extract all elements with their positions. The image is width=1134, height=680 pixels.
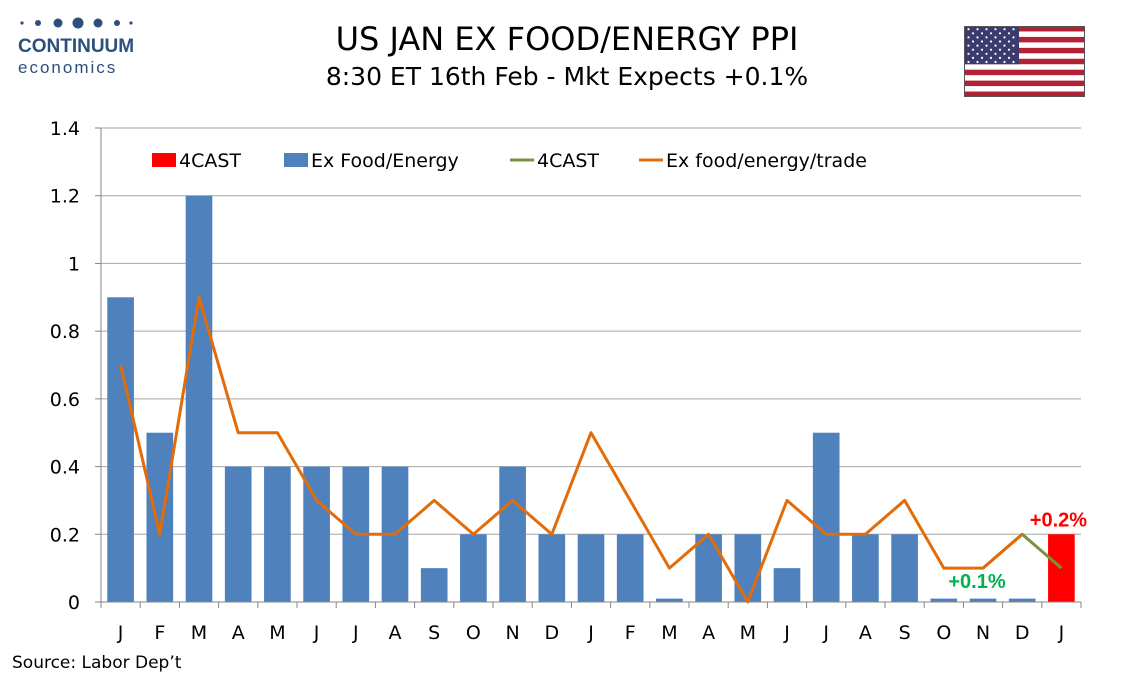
bar-ex-food-energy xyxy=(264,466,291,602)
x-tick-label: J xyxy=(1058,622,1065,644)
x-tick-label: M xyxy=(740,622,756,644)
bar-ex-food-energy xyxy=(656,598,683,602)
bar-ex-food-energy xyxy=(930,598,958,602)
x-tick-label: J xyxy=(587,622,594,644)
logo-sub: economics xyxy=(18,58,118,77)
bar-ex-food-energy xyxy=(812,432,840,602)
x-tick-label: J xyxy=(313,622,320,644)
y-tick-label: 0.4 xyxy=(50,457,80,479)
chart-title: US JAN EX FOOD/ENERGY PPI xyxy=(335,20,799,58)
x-tick-label: J xyxy=(822,622,829,644)
x-tick-label: A xyxy=(859,622,872,644)
x-tick-label: N xyxy=(976,622,990,644)
x-tick-label: F xyxy=(154,622,165,644)
legend-label: 4CAST xyxy=(537,150,599,172)
logo-name: CONTINUUM xyxy=(18,36,135,57)
x-tick-label: J xyxy=(783,622,790,644)
data-label: +0.1% xyxy=(948,571,1005,593)
bar-ex-food-energy xyxy=(773,568,801,602)
chart-subtitle: 8:30 ET 16th Feb - Mkt Expects +0.1% xyxy=(325,62,809,91)
x-tick-label: N xyxy=(505,622,519,644)
source-note: Source: Labor Dep’t xyxy=(12,653,182,673)
bar-4cast xyxy=(1048,534,1075,602)
bar-ex-food-energy xyxy=(577,534,605,602)
bar-ex-food-energy xyxy=(420,568,448,602)
x-tick-label: M xyxy=(191,622,207,644)
y-tick-label: 1.2 xyxy=(50,186,80,208)
x-tick-label: M xyxy=(661,622,677,644)
y-tick-label: 0.2 xyxy=(50,524,80,546)
x-tick-label: A xyxy=(232,622,245,644)
data-label: +0.2% xyxy=(1030,509,1087,531)
bar-ex-food-energy xyxy=(224,466,252,602)
bar-ex-food-energy xyxy=(146,432,174,602)
bar-ex-food-energy xyxy=(695,534,722,602)
x-tick-label: M xyxy=(269,622,285,644)
x-tick-label: D xyxy=(1015,622,1030,644)
us-flag-icon xyxy=(964,26,1085,97)
continuum-logo: CONTINUUM economics xyxy=(10,12,140,82)
y-tick-label: 1 xyxy=(68,253,80,275)
legend-label: 4CAST xyxy=(179,150,241,172)
bar-ex-food-energy xyxy=(185,195,213,602)
bar-ex-food-energy xyxy=(499,466,526,602)
x-tick-label: A xyxy=(389,622,402,644)
bar-ex-food-energy xyxy=(107,297,134,602)
legend-swatch xyxy=(284,153,308,167)
x-tick-label: J xyxy=(117,622,124,644)
bar-ex-food-energy xyxy=(616,534,644,602)
legend-label: Ex food/energy/trade xyxy=(666,150,867,172)
y-tick-label: 0.8 xyxy=(50,321,80,343)
legend-swatch xyxy=(152,153,176,167)
legend-label: Ex Food/Energy xyxy=(311,150,459,172)
bar-ex-food-energy xyxy=(852,534,879,602)
bar-ex-food-energy xyxy=(1008,598,1036,602)
bar-ex-food-energy xyxy=(303,466,330,602)
x-tick-label: A xyxy=(702,622,715,644)
bar-ex-food-energy xyxy=(969,598,997,602)
x-tick-label: D xyxy=(544,622,559,644)
bar-ex-food-energy xyxy=(460,534,487,602)
line-ex-food-energy-trade xyxy=(119,295,1024,604)
x-tick-label: F xyxy=(625,622,636,644)
logo-dots-icon xyxy=(20,17,133,29)
bar-ex-food-energy xyxy=(538,534,566,602)
bar-ex-food-energy xyxy=(734,534,762,602)
x-tick-label: J xyxy=(352,622,359,644)
y-tick-label: 0.6 xyxy=(50,389,80,411)
x-tick-label: S xyxy=(428,622,440,644)
y-tick-label: 1.4 xyxy=(50,118,80,140)
x-tick-label: O xyxy=(466,622,481,644)
x-tick-label: O xyxy=(936,622,951,644)
bar-ex-food-energy xyxy=(891,534,918,602)
x-tick-label: S xyxy=(899,622,911,644)
y-tick-label: 0 xyxy=(68,592,80,614)
